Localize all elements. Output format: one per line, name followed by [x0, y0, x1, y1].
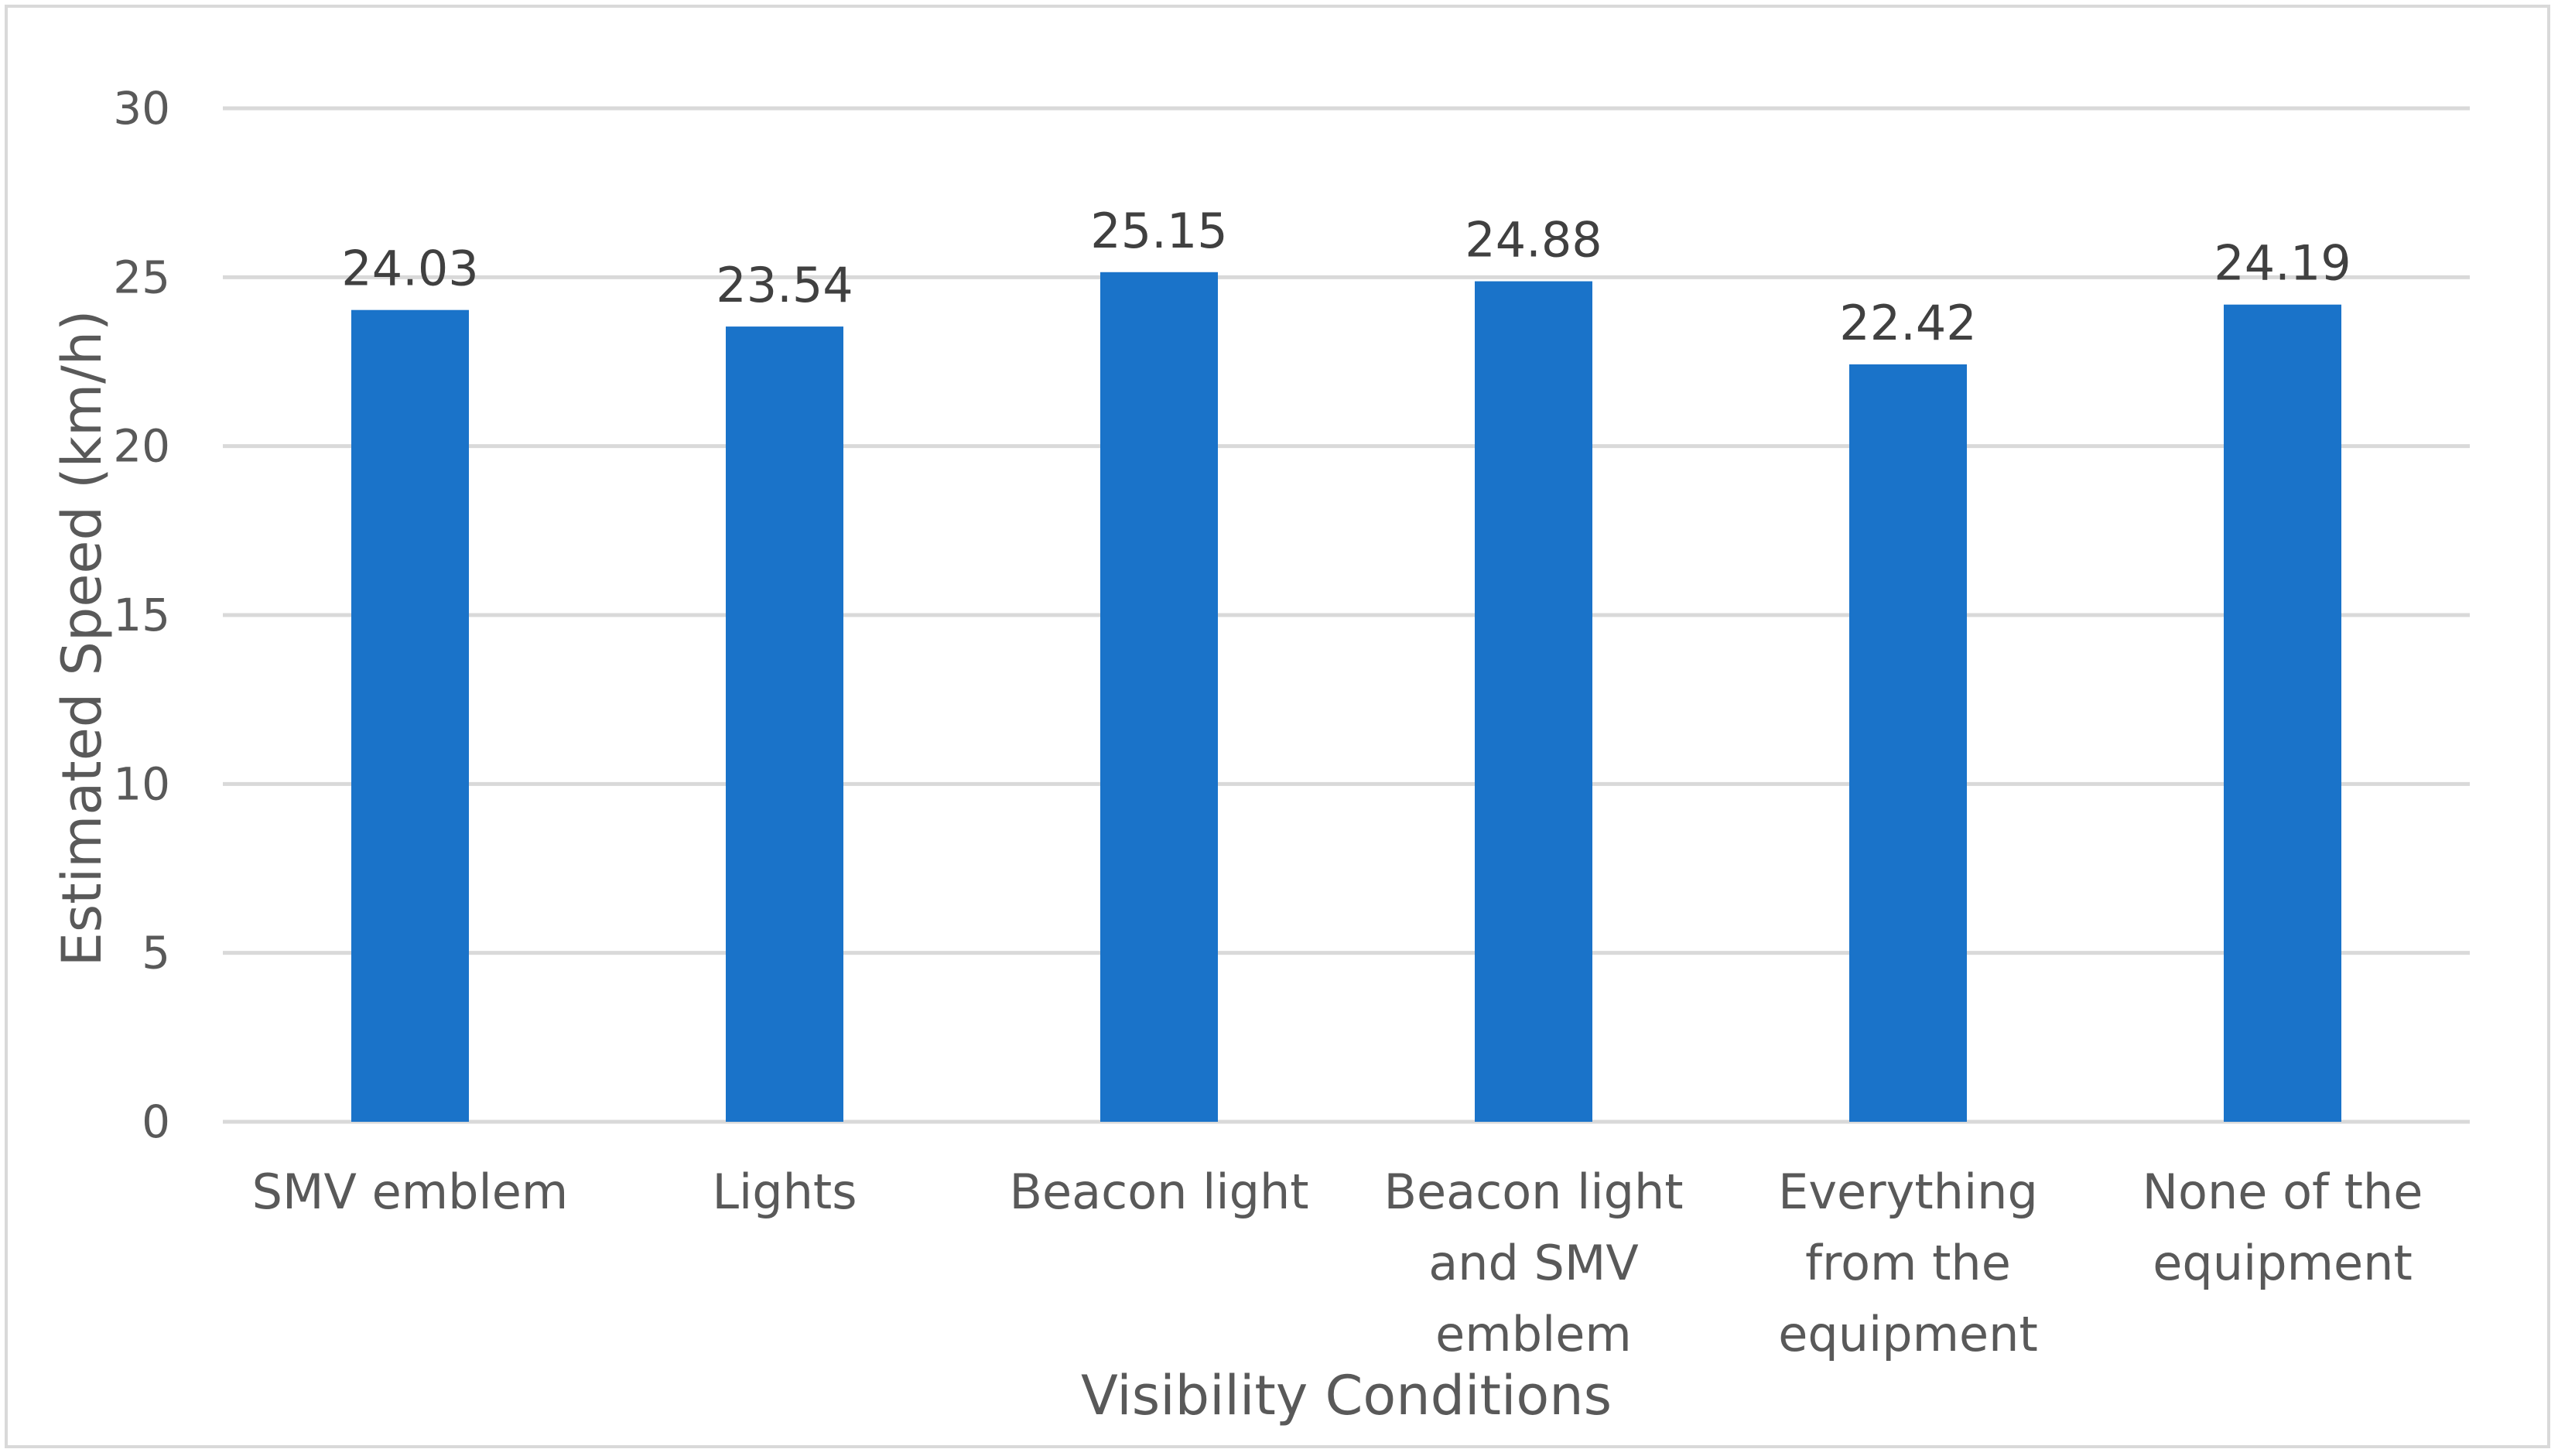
- bar-5: [1849, 364, 1967, 1122]
- bar-2: [726, 326, 843, 1122]
- x-tick-label: emblem: [1435, 1306, 1632, 1362]
- x-axis-categories: SMV emblem Lights Beacon light Beacon light…: [252, 1164, 2423, 1362]
- x-tick-label: Lights: [712, 1164, 857, 1220]
- y-tick-label: 20: [113, 420, 170, 473]
- x-tick-label: equipment: [2153, 1235, 2413, 1291]
- y-tick-label: 5: [142, 927, 170, 979]
- x-tick-label: Everything: [1778, 1164, 2038, 1220]
- data-label: 22.42: [1839, 295, 1977, 351]
- x-axis-title: Visibility Conditions: [1081, 1364, 1612, 1427]
- y-tick-label: 25: [113, 251, 170, 303]
- y-tick-label: 30: [113, 82, 170, 135]
- y-tick-label: 0: [142, 1095, 170, 1148]
- bar-3: [1100, 272, 1218, 1122]
- chart-frame: 0 5 10 15 20 25 30 24.03 23.54 25.15 24.88 22.42 24…: [5, 5, 2550, 1448]
- x-tick-label: Beacon light: [1009, 1164, 1308, 1220]
- y-axis-title: Estimated Speed (km/h): [50, 310, 114, 967]
- y-tick-label: 10: [113, 757, 170, 810]
- x-tick-label: SMV emblem: [252, 1164, 569, 1220]
- data-label: 23.54: [716, 257, 853, 313]
- y-axis-ticks: 0 5 10 15 20 25 30: [113, 82, 170, 1148]
- data-label: 24.19: [2214, 235, 2351, 292]
- x-tick-label: None of the: [2142, 1164, 2423, 1220]
- data-label: 24.03: [341, 241, 479, 297]
- x-tick-label: and SMV: [1428, 1235, 1639, 1291]
- data-label: 25.15: [1090, 203, 1228, 259]
- bar-6: [2224, 304, 2341, 1122]
- data-labels: 24.03 23.54 25.15 24.88 22.42 24.19: [341, 203, 2351, 351]
- y-tick-label: 15: [113, 589, 170, 641]
- x-tick-label: Beacon light: [1383, 1164, 1683, 1220]
- data-label: 24.88: [1465, 212, 1602, 268]
- bars: [351, 272, 2341, 1123]
- bar-1: [351, 309, 469, 1123]
- x-tick-label: equipment: [1778, 1306, 2038, 1362]
- x-tick-label: from the: [1805, 1235, 2011, 1291]
- gridlines: [223, 106, 2470, 1124]
- bar-4: [1475, 281, 1592, 1122]
